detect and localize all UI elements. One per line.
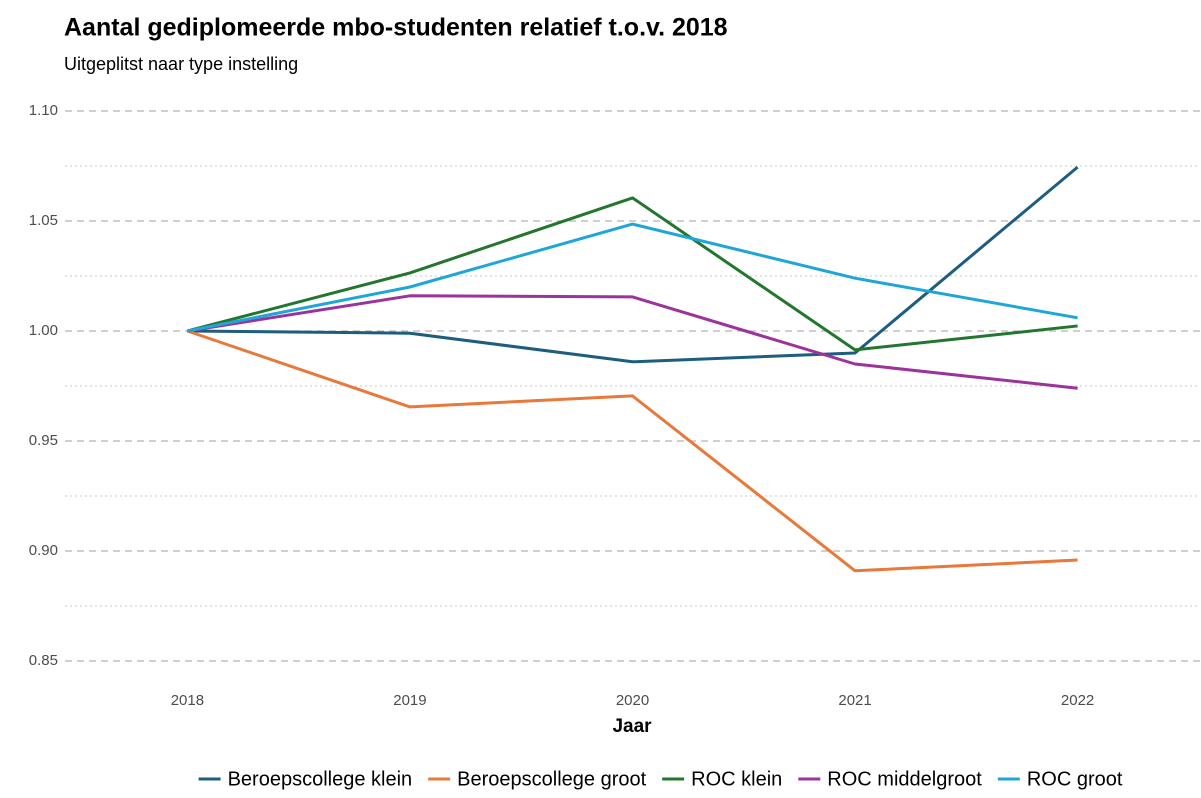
legend-label: ROC middelgroot <box>827 768 982 790</box>
series-line <box>187 294 1078 390</box>
y-tick-label: 0.95 <box>29 432 58 449</box>
y-tick-label: 1.00 <box>29 322 58 339</box>
x-axis-label: Jaar <box>612 716 652 737</box>
legend-label: Beroepscollege klein <box>228 768 413 790</box>
series-line <box>187 196 1078 352</box>
x-tick-label: 2021 <box>838 692 871 709</box>
chart-title: Aantal gediplomeerde mbo-studenten relat… <box>64 14 728 42</box>
chart-subtitle: Uitgeplitst naar type instelling <box>64 54 298 74</box>
legend-label: ROC klein <box>691 768 782 790</box>
series-line <box>187 165 1079 364</box>
y-tick-label: 0.85 <box>29 652 58 669</box>
legend-label: Beroepscollege groot <box>457 768 646 790</box>
x-tick-label: 2019 <box>393 692 426 709</box>
legend-label: ROC groot <box>1027 768 1123 790</box>
y-tick-label: 1.10 <box>29 102 58 119</box>
x-tick-label: 2020 <box>616 692 649 709</box>
legend: Beroepscollege klein Beroepscollege groot… <box>198 768 1123 790</box>
y-tick-label: 0.90 <box>29 542 58 559</box>
series-line <box>187 222 1078 333</box>
x-tick-label: 2018 <box>171 692 204 709</box>
series-line <box>186 329 1078 573</box>
x-tick-label: 2022 <box>1061 692 1094 709</box>
y-tick-label: 1.05 <box>29 212 58 229</box>
